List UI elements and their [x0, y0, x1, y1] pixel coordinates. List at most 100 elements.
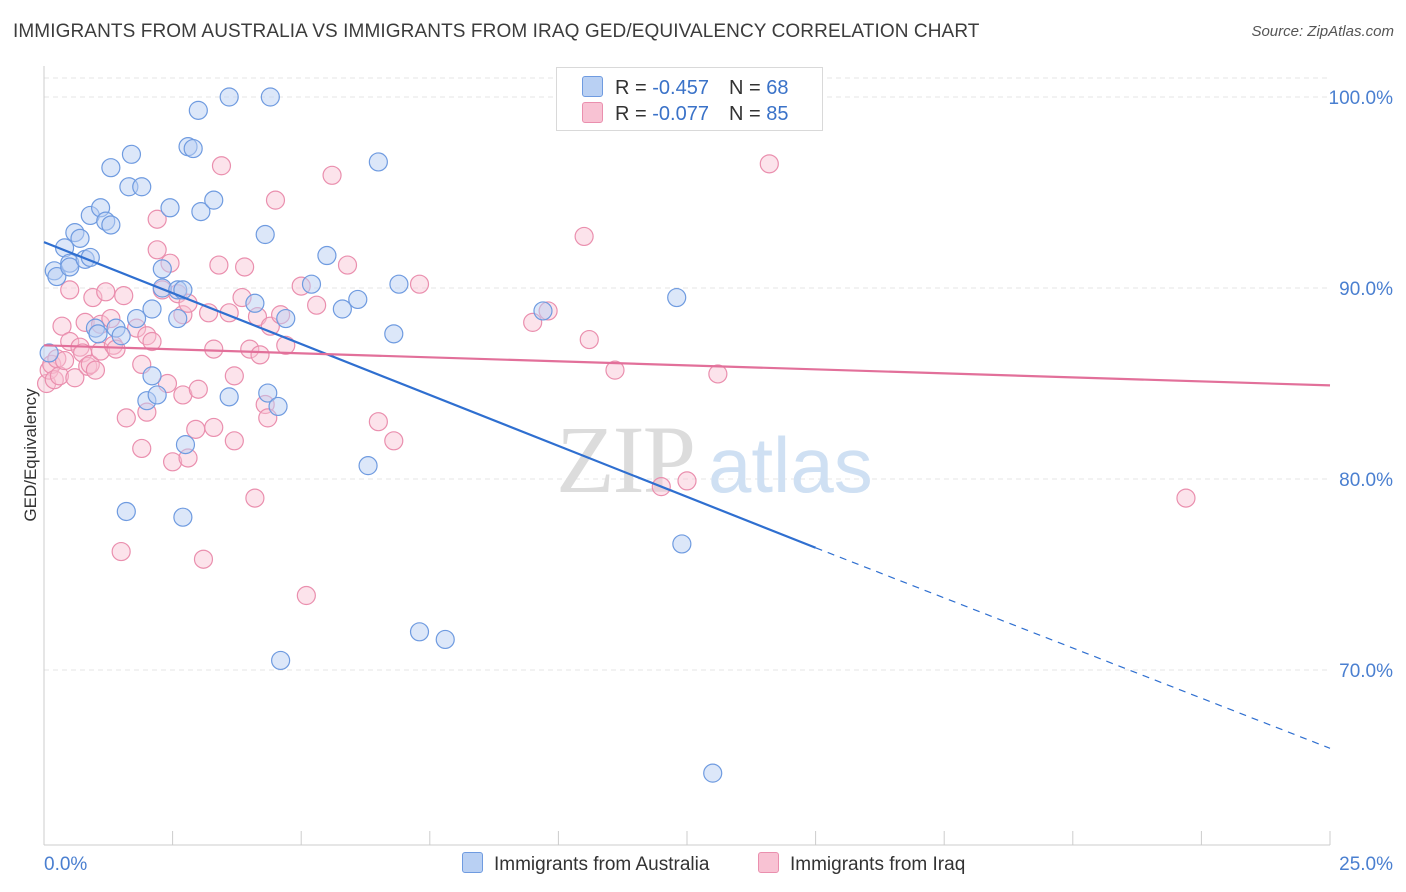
- australia-point: [409, 622, 430, 642]
- iraq-point: [265, 190, 286, 210]
- iraq-point: [111, 541, 131, 562]
- australia-point: [276, 308, 296, 329]
- australia-point: [384, 324, 404, 344]
- australia-point: [667, 287, 687, 308]
- x-tick-label-min: 0.0%: [44, 854, 87, 875]
- iraq-trend-line: [43, 344, 1331, 387]
- y-tick-label: 100.0%: [1329, 88, 1394, 109]
- australia-point: [175, 435, 196, 455]
- trend-layer: [43, 241, 1331, 749]
- australia-point: [111, 326, 131, 346]
- y-tick-label: 70.0%: [1339, 661, 1393, 682]
- iraq-point: [409, 274, 430, 294]
- iraq-point: [204, 339, 224, 359]
- australia-point: [60, 257, 80, 277]
- iraq-point: [85, 360, 106, 380]
- australia-point: [160, 198, 180, 218]
- y-tick-label: 90.0%: [1339, 279, 1393, 300]
- iraq-point: [132, 438, 152, 459]
- iraq-point: [384, 431, 404, 451]
- iraq-point: [322, 165, 342, 185]
- iraq-point: [759, 154, 779, 174]
- australia-point: [39, 343, 59, 363]
- australia-point: [191, 202, 211, 222]
- iraq-point: [114, 286, 134, 306]
- iraq-point: [574, 226, 594, 247]
- australia-point: [358, 456, 378, 476]
- iraq-point: [60, 280, 80, 300]
- iraq-point: [250, 345, 270, 365]
- australia-label: Immigrants from Australia: [494, 854, 710, 875]
- iraq-point: [52, 316, 72, 336]
- australia-point: [116, 501, 136, 522]
- australia-point: [173, 507, 193, 527]
- legend-n-value: 85: [766, 103, 789, 125]
- iraq-point: [235, 257, 255, 277]
- australia-point: [219, 87, 239, 107]
- legend-n-label: N =: [728, 103, 767, 125]
- australia-point: [255, 224, 275, 245]
- iraq-point: [1176, 488, 1196, 508]
- australia-point: [271, 650, 291, 671]
- iraq-point: [147, 209, 167, 229]
- iraq-point: [708, 364, 728, 384]
- iraq-point: [147, 240, 167, 260]
- legend-swatch-australia: [582, 76, 603, 97]
- australia-point: [142, 366, 162, 386]
- iraq-point: [579, 329, 599, 350]
- legend-r-value: -0.457: [652, 77, 709, 99]
- iraq-point: [80, 354, 100, 374]
- iraq-point: [368, 412, 388, 432]
- iraq-point: [49, 366, 70, 386]
- australia-point: [47, 266, 67, 287]
- iraq-point: [44, 370, 64, 390]
- australia-point: [245, 293, 265, 313]
- iraq-point: [337, 255, 358, 275]
- iraq-point: [296, 585, 316, 606]
- australia-point: [121, 144, 142, 164]
- iraq-points: [36, 154, 1196, 606]
- iraq-point: [54, 350, 75, 371]
- australia-point: [389, 274, 409, 294]
- legend-row-australia: R = -0.457 N = 68: [582, 76, 789, 99]
- australia-point: [301, 274, 322, 294]
- australia-point: [126, 308, 147, 329]
- legend-n-value: 68: [766, 77, 789, 99]
- australia-point: [348, 289, 368, 310]
- australia-point: [147, 385, 167, 405]
- australia-point: [317, 245, 337, 266]
- australia-point: [219, 387, 239, 407]
- watermark: ZIP atlas: [556, 406, 873, 513]
- australia-points: [39, 87, 723, 783]
- iraq-swatch: [758, 852, 779, 873]
- iraq-point: [163, 452, 183, 472]
- australia-point: [268, 396, 288, 417]
- iraq-point: [116, 408, 136, 428]
- australia-point: [533, 301, 553, 321]
- y-tick-label: 80.0%: [1339, 470, 1393, 491]
- australia-point: [142, 299, 162, 319]
- australia-point: [703, 763, 723, 783]
- label-layer: 70.0% 80.0% 90.0% 100.0% 0.0% 25.0% GED/Equiva…: [21, 88, 1393, 875]
- iraq-point: [307, 295, 327, 315]
- iraq-label: Immigrants from Iraq: [790, 854, 966, 875]
- australia-point: [188, 100, 208, 120]
- australia-point: [168, 308, 188, 329]
- australia-point: [260, 87, 280, 107]
- australia-trend-extension: [815, 547, 1331, 749]
- iraq-point: [240, 339, 260, 359]
- iraq-point: [224, 431, 244, 451]
- axis-layer: [43, 66, 1331, 846]
- x-tick-label-max: 25.0%: [1339, 854, 1393, 875]
- australia-point: [204, 190, 224, 210]
- australia-point: [152, 259, 172, 279]
- iraq-point: [224, 366, 244, 386]
- iraq-point: [142, 331, 162, 352]
- stats-legend: R = -0.457 N = 68 R = -0.077 N = 85: [556, 67, 823, 131]
- legend-swatch-iraq: [582, 102, 603, 123]
- australia-point: [435, 629, 455, 650]
- y-axis-label: GED/Equivalency: [21, 388, 40, 522]
- australia-point: [132, 177, 152, 197]
- source-label: Source: ZipAtlas.com: [1251, 23, 1394, 40]
